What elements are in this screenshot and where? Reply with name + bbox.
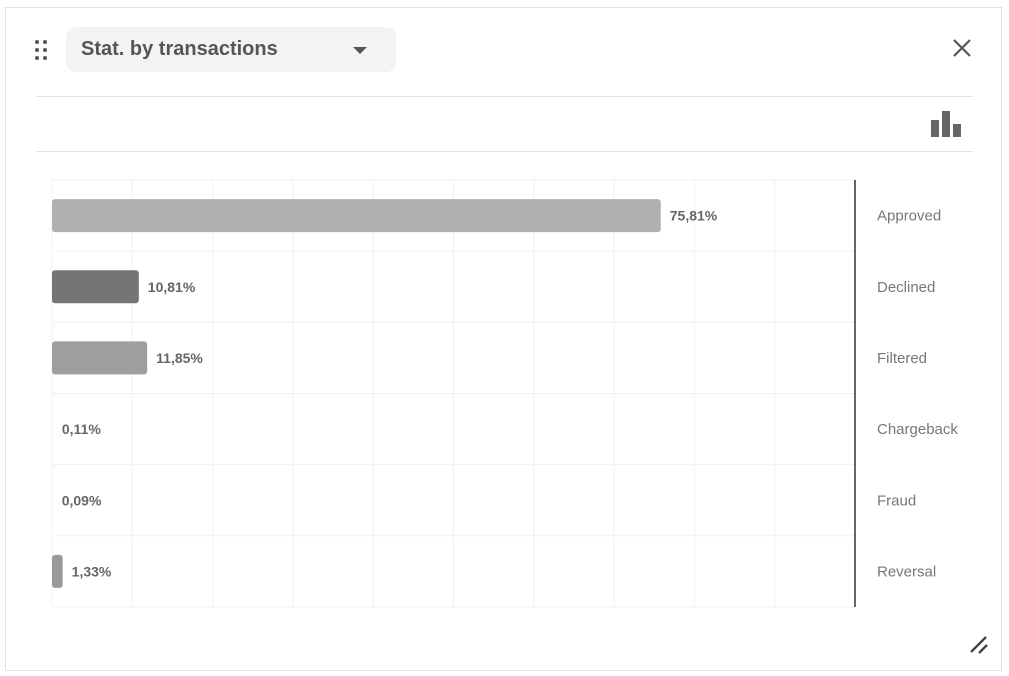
resize-handle-icon[interactable] — [968, 634, 990, 656]
drag-handle-icon[interactable] — [35, 40, 49, 62]
widget-type-select[interactable]: Stat. by transactions — [66, 27, 396, 72]
divider — [36, 96, 973, 97]
bar-chart-icon[interactable] — [930, 110, 962, 138]
close-icon[interactable] — [950, 36, 974, 60]
caret-down-icon — [353, 47, 367, 54]
widget-title: Stat. by transactions — [81, 38, 278, 60]
widget-card — [5, 7, 1002, 671]
divider — [36, 151, 973, 152]
